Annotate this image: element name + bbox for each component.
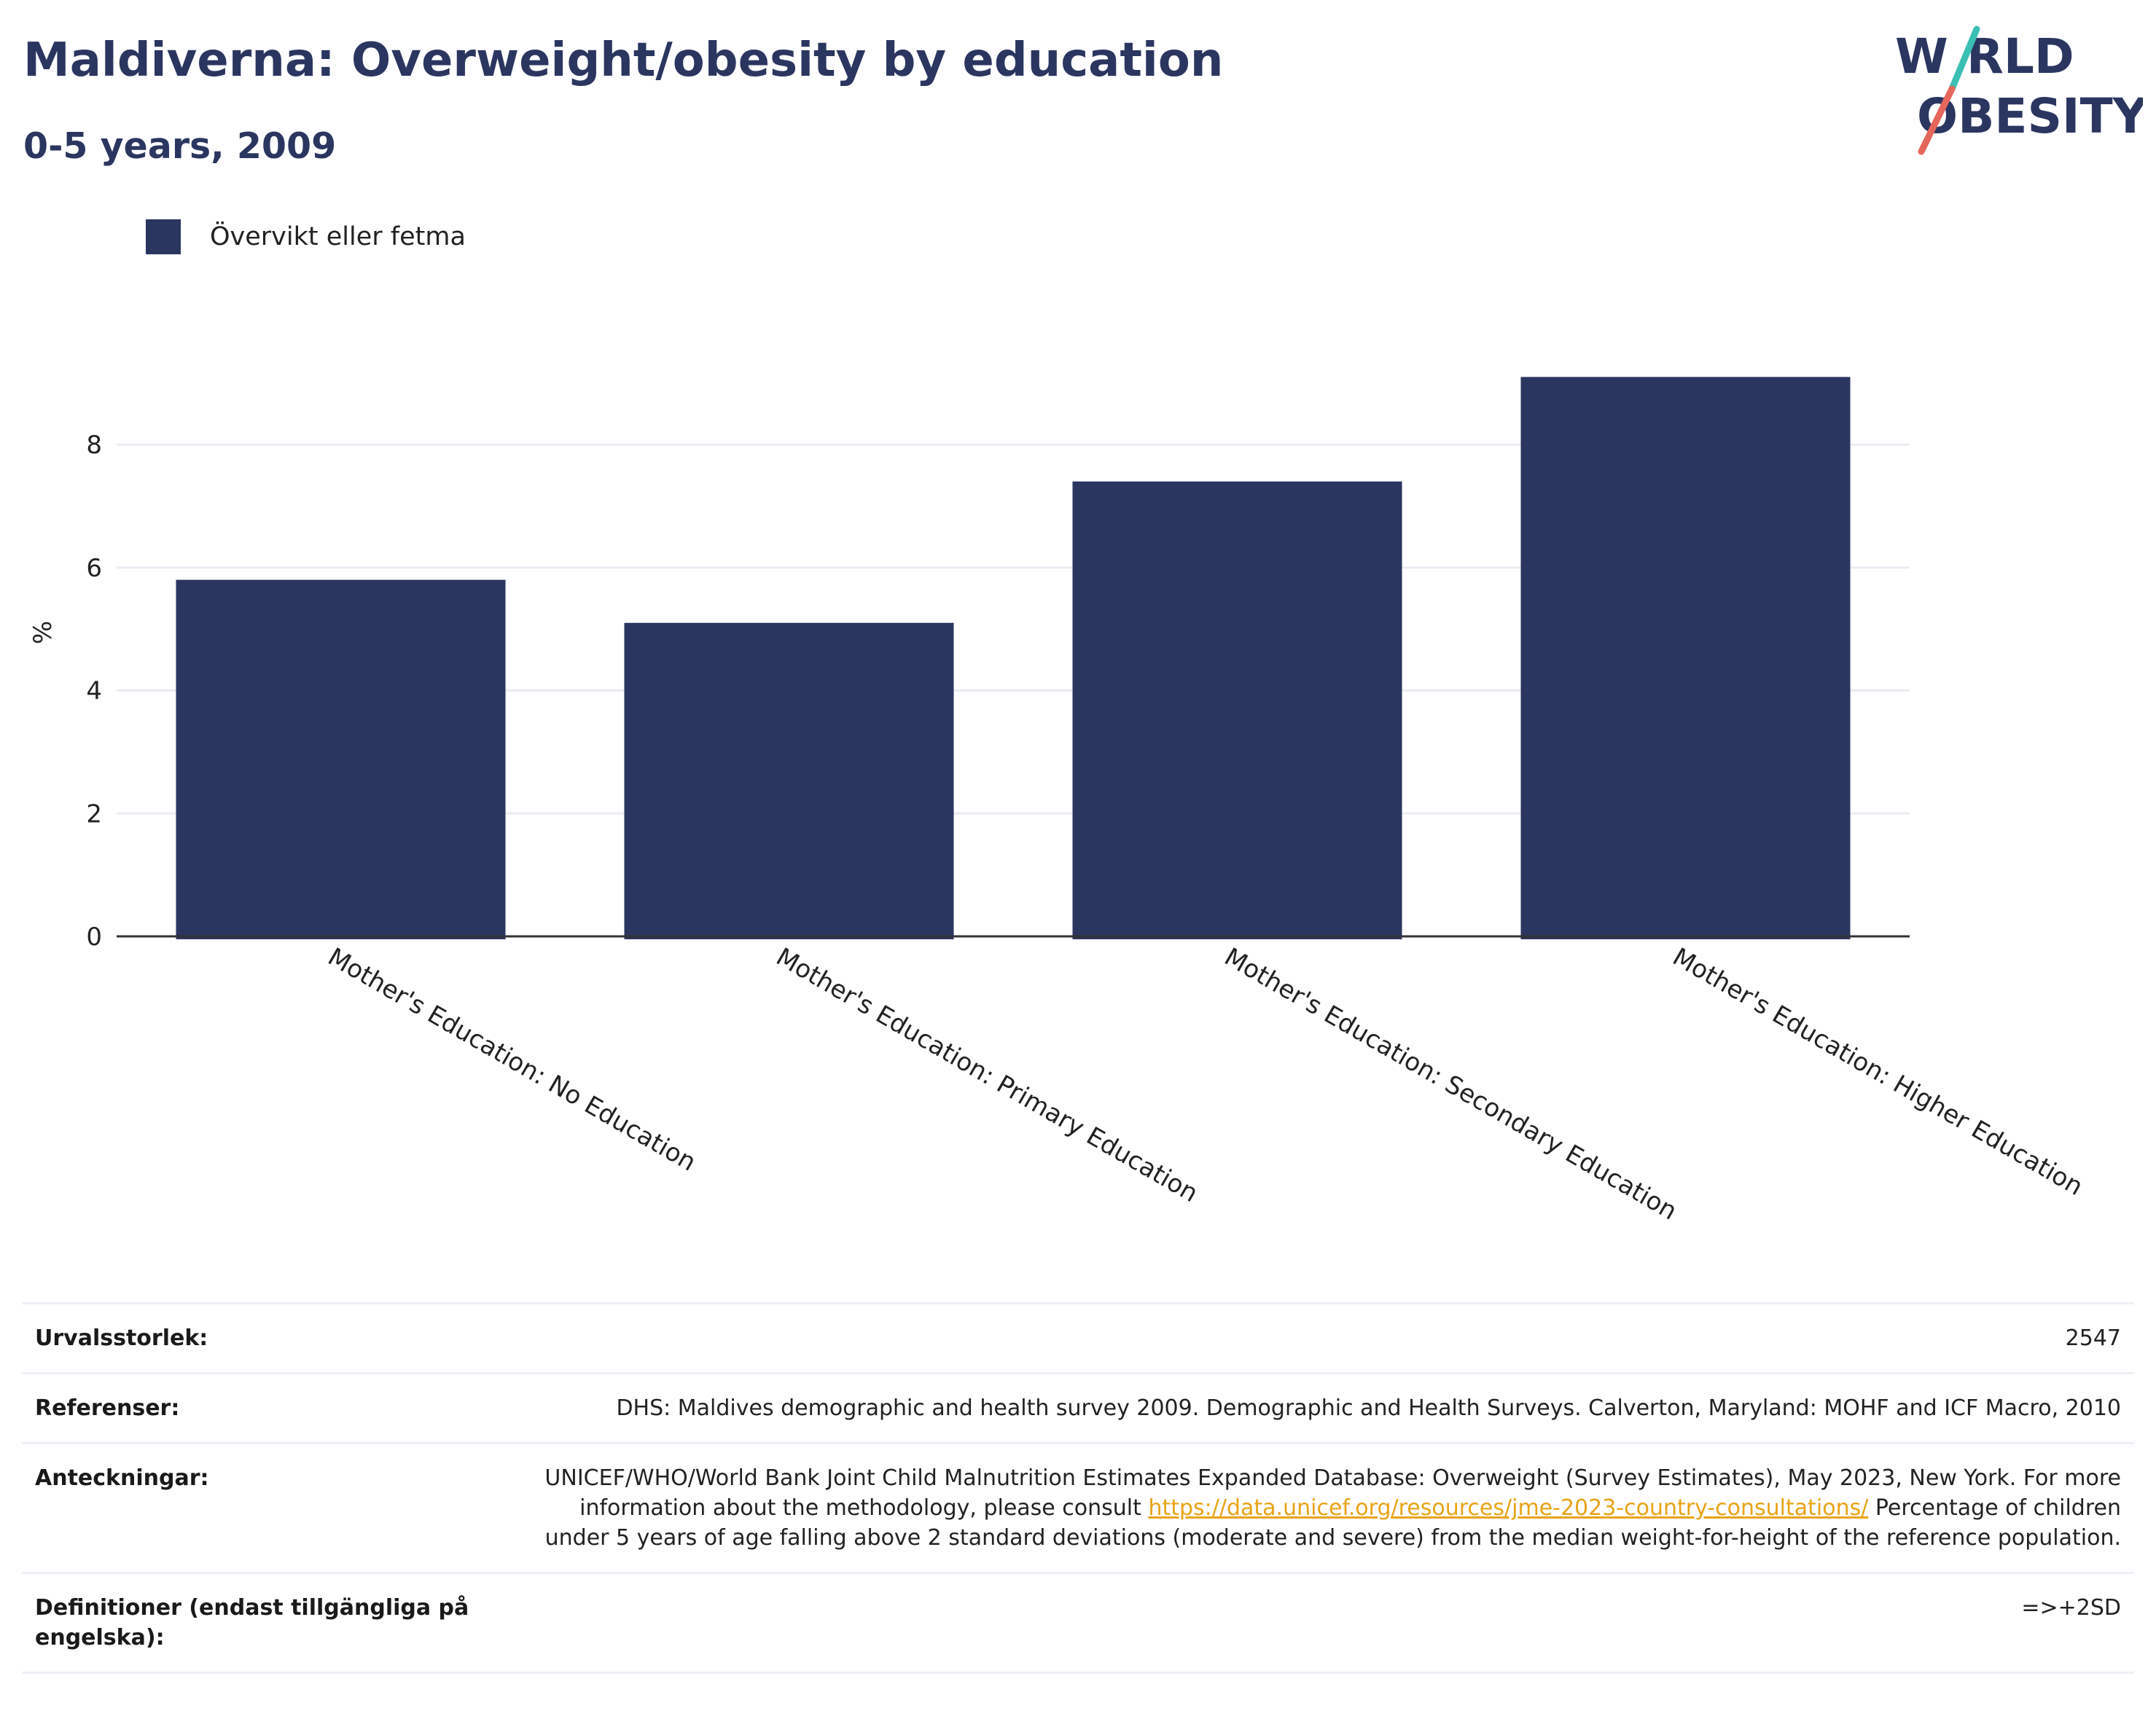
bar[interactable] xyxy=(1520,377,1851,939)
y-tick-label: 0 xyxy=(86,923,102,952)
legend-swatch xyxy=(146,219,181,254)
notes-value: UNICEF/WHO/World Bank Joint Child Malnut… xyxy=(515,1442,2134,1573)
notes-link[interactable]: https://data.unicef.org/resources/jme-20… xyxy=(1148,1495,1869,1521)
x-tick-label: Mother's Education: Primary Education xyxy=(771,942,1203,1208)
info-row-refs: Referenser: DHS: Maldives demographic an… xyxy=(22,1372,2134,1444)
legend-label: Övervikt eller fetma xyxy=(210,222,466,251)
world-obesity-logo: W RLD OBESITY xyxy=(1895,26,2143,155)
info-row-sample: Urvalsstorlek: 2547 xyxy=(22,1302,2134,1374)
bar[interactable] xyxy=(176,579,506,939)
y-axis-ticks: 0 2 4 6 8 xyxy=(86,431,102,952)
chart-subtitle: 0-5 years, 2009 xyxy=(23,125,337,167)
logo-line1b: RLD xyxy=(1966,28,2074,85)
bar[interactable] xyxy=(1072,481,1402,939)
refs-label: Referenser: xyxy=(22,1372,515,1444)
refs-value: DHS: Maldives demographic and health sur… xyxy=(515,1372,2134,1444)
logo-line2: OBESITY xyxy=(1917,88,2143,144)
bar[interactable] xyxy=(624,622,954,939)
notes-label: Anteckningar: xyxy=(22,1442,515,1573)
chart-legend[interactable]: Övervikt eller fetma xyxy=(146,219,466,255)
y-tick-label: 6 xyxy=(86,554,102,583)
notes-text1: UNICEF/WHO/World Bank Joint Child Malnut… xyxy=(544,1465,2121,1521)
sample-value: 2547 xyxy=(515,1302,2134,1374)
y-tick-label: 2 xyxy=(86,799,102,829)
logo-line1: W xyxy=(1895,28,1948,85)
info-table: Urvalsstorlek: 2547 Referenser: DHS: Mal… xyxy=(22,1302,2134,1674)
notes-text2: Percentage of children under 5 years of … xyxy=(544,1495,2121,1551)
x-tick-label: Mother's Education: Secondary Education xyxy=(1219,942,1682,1226)
defs-label: Definitioner (endast tillgängliga på eng… xyxy=(22,1572,515,1674)
y-tick-label: 4 xyxy=(86,677,102,706)
x-tick-label: Mother's Education: Higher Education xyxy=(1668,942,2087,1202)
bars xyxy=(117,377,1910,939)
chart-title: Maldiverna: Overweight/obesity by educat… xyxy=(23,34,1224,87)
y-axis-label: % xyxy=(28,621,58,644)
info-row-notes: Anteckningar: UNICEF/WHO/World Bank Join… xyxy=(22,1442,2134,1573)
sample-label: Urvalsstorlek: xyxy=(22,1302,515,1374)
y-tick-label: 8 xyxy=(86,431,102,460)
x-axis-ticks: Mother's Education: No Education Mother's… xyxy=(323,942,2087,1226)
info-row-defs: Definitioner (endast tillgängliga på eng… xyxy=(22,1572,2134,1674)
defs-value: =>+2SD xyxy=(515,1572,2134,1674)
x-tick-label: Mother's Education: No Education xyxy=(323,942,701,1177)
